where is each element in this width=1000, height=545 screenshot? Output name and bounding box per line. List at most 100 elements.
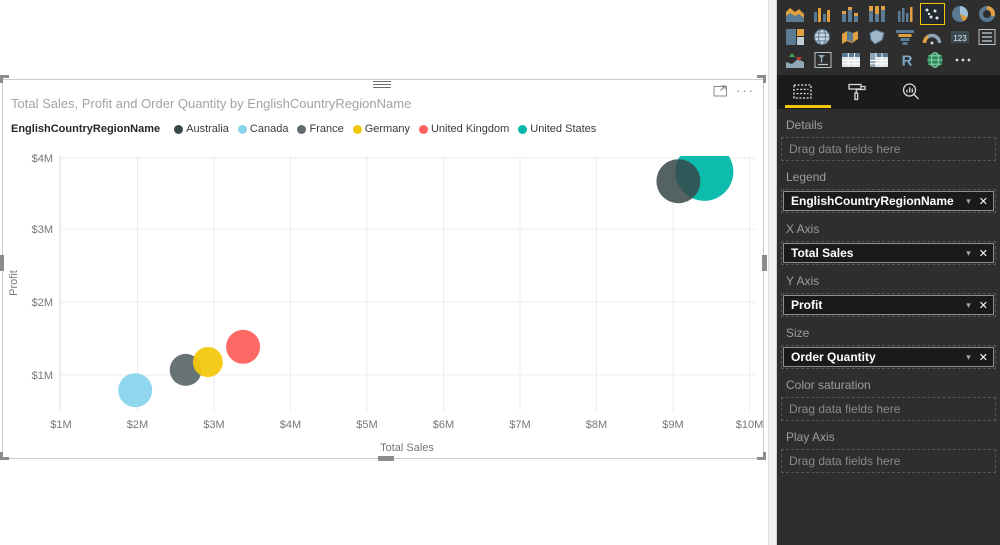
well-label-details: Details — [786, 118, 823, 132]
legend-dot — [297, 124, 307, 134]
remove-field-icon[interactable]: ✕ — [978, 351, 988, 364]
well-x-axis[interactable]: Total Sales ▾ ✕ — [781, 241, 996, 265]
report-canvas[interactable]: Total Sales, Profit and Order Quantity b… — [0, 0, 768, 545]
resize-handle-top-right[interactable] — [757, 75, 766, 83]
treemap-icon[interactable] — [782, 26, 808, 48]
donut-chart-icon[interactable] — [975, 3, 1000, 25]
resize-handle-bottom[interactable] — [378, 456, 394, 461]
column-line-combo-chart-icon[interactable] — [892, 3, 918, 25]
legend-item-canada[interactable]: Canada — [237, 123, 288, 135]
chevron-down-icon[interactable]: ▾ — [966, 299, 971, 310]
more-visuals-icon[interactable] — [950, 49, 976, 71]
table-icon[interactable] — [838, 49, 864, 71]
x-axis-title: Total Sales — [380, 442, 434, 454]
scatter-chart-icon[interactable] — [919, 3, 945, 25]
resize-handle-top-left[interactable] — [0, 75, 9, 83]
kpi-icon[interactable] — [782, 49, 808, 71]
svg-text:R: R — [902, 53, 913, 70]
resize-handle-bottom-right[interactable] — [757, 452, 766, 460]
bubble-canada[interactable] — [118, 373, 153, 408]
well-label-play-axis: Play Axis — [786, 430, 835, 444]
y-axis: $4M $3M $2M $1M Profit — [8, 153, 53, 382]
multi-row-card-icon[interactable] — [975, 26, 1000, 48]
svg-text:$8M: $8M — [586, 419, 607, 431]
well-color-saturation-dropzone[interactable]: Drag data fields here — [781, 397, 996, 421]
svg-text:$2M: $2M — [32, 297, 53, 309]
arcgis-map-icon[interactable] — [922, 49, 948, 71]
field-pill-x-axis[interactable]: Total Sales ▾ ✕ — [783, 243, 994, 263]
legend-item-united-states[interactable]: United States — [518, 123, 596, 135]
pane-tabs — [777, 75, 1000, 109]
legend-item-france[interactable]: France — [297, 123, 344, 135]
svg-text:$3M: $3M — [203, 419, 224, 431]
well-details-dropzone[interactable]: Drag data fields here — [781, 137, 996, 161]
r-script-visual-icon[interactable]: R — [894, 49, 920, 71]
field-pill-y-axis[interactable]: Profit ▾ ✕ — [783, 295, 994, 315]
svg-text:$1M: $1M — [50, 419, 71, 431]
matrix-icon[interactable] — [866, 49, 892, 71]
well-label-size: Size — [786, 326, 810, 340]
visual-title: Total Sales, Profit and Order Quantity b… — [11, 96, 412, 111]
legend-dot — [518, 124, 528, 134]
resize-handle-left[interactable] — [0, 255, 4, 271]
field-pill-size[interactable]: Order Quantity ▾ ✕ — [783, 347, 994, 367]
svg-text:$4M: $4M — [280, 419, 301, 431]
card-icon[interactable]: 123 — [947, 26, 973, 48]
slicer-icon[interactable] — [810, 49, 836, 71]
svg-text:$3M: $3M — [32, 224, 53, 236]
well-label-legend: Legend — [786, 170, 827, 184]
chevron-down-icon[interactable]: ▾ — [966, 247, 971, 258]
bubble-united-kingdom[interactable] — [226, 329, 261, 364]
well-y-axis[interactable]: Profit ▾ ✕ — [781, 293, 996, 317]
bubble-australia[interactable] — [656, 159, 701, 204]
scatter-chart-visual[interactable]: Total Sales, Profit and Order Quantity b… — [2, 79, 764, 459]
remove-field-icon[interactable]: ✕ — [978, 247, 988, 260]
clustered-column-chart-icon[interactable] — [810, 3, 836, 25]
legend-item-germany[interactable]: Germany — [352, 123, 410, 135]
drag-grip-icon[interactable] — [373, 81, 391, 90]
funnel-chart-icon[interactable] — [892, 26, 918, 48]
resize-handle-bottom-left[interactable] — [0, 452, 9, 460]
well-play-axis-dropzone[interactable]: Drag data fields here — [781, 449, 996, 473]
tab-fields[interactable] — [789, 80, 817, 104]
legend-dot — [237, 124, 247, 134]
well-size[interactable]: Order Quantity ▾ ✕ — [781, 345, 996, 369]
remove-field-icon[interactable]: ✕ — [978, 195, 988, 208]
field-pill-legend[interactable]: EnglishCountryRegionName ▾ ✕ — [783, 191, 994, 211]
shape-map-icon[interactable] — [865, 26, 891, 48]
chart-legend: EnglishCountryRegionName Australia Canad… — [11, 121, 605, 137]
focus-mode-icon[interactable] — [713, 84, 728, 97]
chevron-down-icon[interactable]: ▾ — [966, 195, 971, 206]
legend-dot — [174, 124, 184, 134]
hundred-percent-column-chart-icon[interactable] — [865, 3, 891, 25]
legend-item-australia[interactable]: Australia — [174, 123, 229, 135]
scatter-plot[interactable]: $4M $3M $2M $1M Profit $1M $2M $3M $4M $… — [3, 141, 765, 460]
tab-analytics[interactable] — [897, 80, 925, 104]
svg-text:$7M: $7M — [509, 419, 530, 431]
resize-handle-right[interactable] — [762, 255, 767, 271]
bubble-series[interactable] — [118, 143, 734, 408]
stacked-area-chart-icon[interactable] — [782, 3, 808, 25]
pie-chart-icon[interactable] — [947, 3, 973, 25]
stacked-column-chart-icon[interactable] — [837, 3, 863, 25]
canvas-scrollbar[interactable] — [768, 0, 777, 545]
y-axis-title: Profit — [8, 270, 20, 296]
gridlines — [59, 156, 756, 411]
well-legend[interactable]: EnglishCountryRegionName ▾ ✕ — [781, 189, 996, 213]
legend-item-united-kingdom[interactable]: United Kingdom — [418, 123, 509, 135]
tab-format[interactable] — [843, 80, 871, 104]
filled-map-icon[interactable] — [837, 26, 863, 48]
selected-tab-indicator — [785, 105, 831, 108]
remove-field-icon[interactable]: ✕ — [978, 299, 988, 312]
well-label-x-axis: X Axis — [786, 222, 820, 236]
chevron-down-icon[interactable]: ▾ — [966, 351, 971, 362]
gauge-icon[interactable] — [920, 26, 946, 48]
legend-dot — [418, 124, 428, 134]
well-label-y-axis: Y Axis — [786, 274, 820, 288]
more-options-icon[interactable]: ··· — [736, 82, 755, 98]
bubble-germany[interactable] — [192, 347, 223, 377]
x-axis: $1M $2M $3M $4M $5M $6M $7M $8M $9M $10M… — [50, 419, 763, 454]
svg-text:$6M: $6M — [433, 419, 454, 431]
map-icon[interactable] — [810, 26, 836, 48]
